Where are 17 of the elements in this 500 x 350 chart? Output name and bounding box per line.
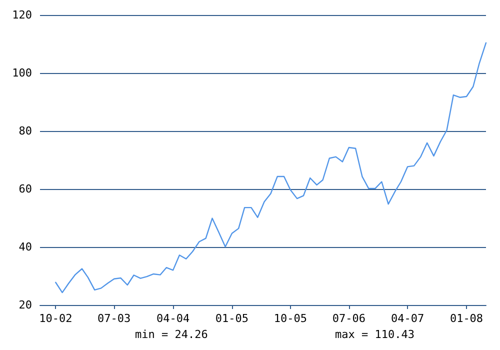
x-tick-label: 04-04 [156, 312, 190, 325]
x-tick-label: 01-05 [215, 312, 248, 325]
y-tick-label: 60 [18, 182, 32, 196]
x-tick-label: 07-03 [98, 312, 131, 325]
x-tick-label: 10-02 [39, 312, 72, 325]
text: min = 24.26 [135, 328, 208, 341]
line-series [55, 42, 487, 294]
y-tick-label: 100 [12, 66, 32, 80]
y-tick-label: 120 [12, 8, 32, 22]
text: max = 110.43 [335, 328, 414, 341]
x-tick-label: 07-06 [332, 312, 366, 325]
y-tick-label: 80 [18, 124, 32, 138]
y-tick-label: 20 [18, 298, 32, 312]
y-tick-label: 40 [18, 240, 32, 254]
x-tick-label: 10-05 [274, 312, 307, 325]
x-tick-label: 04-07 [391, 312, 424, 325]
x-tick-label: 01-08 [450, 312, 484, 325]
